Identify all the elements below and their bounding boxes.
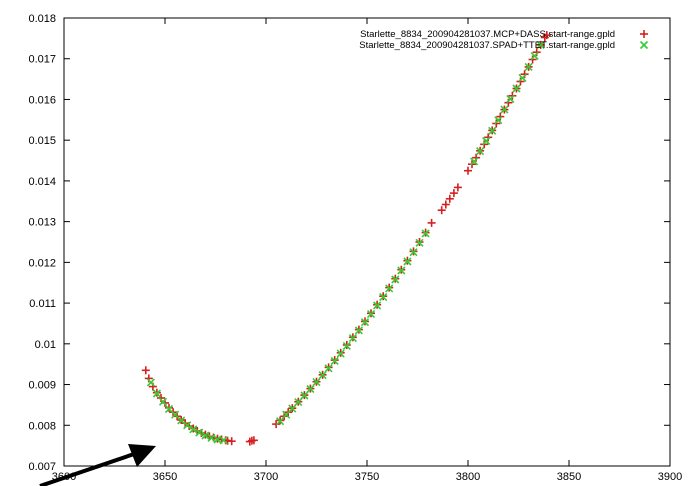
legend-marker-series-2 <box>639 40 649 50</box>
y-tick-label: 0.013 <box>28 217 56 229</box>
x-tick-label: 3750 <box>355 471 379 483</box>
data-point <box>276 417 285 426</box>
data-point <box>518 73 527 82</box>
data-point <box>249 436 258 445</box>
data-point <box>441 200 450 209</box>
y-tick-label: 0.016 <box>28 94 56 106</box>
data-point <box>354 326 363 335</box>
data-point <box>219 436 228 445</box>
y-tick-label: 0.008 <box>28 420 56 432</box>
legend-marker-series-1 <box>640 30 648 38</box>
data-point <box>508 91 517 100</box>
data-point <box>324 364 333 373</box>
data-point <box>542 31 551 40</box>
data-point <box>201 431 210 440</box>
data-point <box>227 437 236 446</box>
legend-label-series-2: Starlette_8834_200904281037.SPAD+TTET.st… <box>359 40 615 51</box>
x-tick-label: 3700 <box>254 471 278 483</box>
y-tick-label: 0.017 <box>28 54 56 66</box>
series-layer <box>141 31 551 446</box>
data-point <box>342 341 351 350</box>
arrow-annotation <box>39 444 156 486</box>
data-point <box>391 275 400 284</box>
data-point <box>282 410 291 419</box>
data-point <box>318 371 327 380</box>
data-point <box>183 421 192 430</box>
x-tick-label: 3850 <box>557 471 581 483</box>
y-tick-label: 0.009 <box>28 380 56 392</box>
data-point <box>171 410 180 419</box>
series-2 <box>146 40 545 445</box>
data-point <box>536 40 545 49</box>
data-point <box>453 183 462 192</box>
data-point <box>476 147 485 156</box>
y-tick-label: 0.007 <box>28 461 56 473</box>
x-tick-label: 3650 <box>153 471 177 483</box>
data-point <box>152 389 161 398</box>
data-point <box>348 334 357 343</box>
data-point <box>530 51 539 60</box>
data-point <box>306 384 315 394</box>
data-point <box>482 136 491 146</box>
data-point <box>403 257 412 266</box>
data-point <box>445 194 454 203</box>
data-point <box>512 84 521 93</box>
data-point <box>189 425 198 434</box>
y-tick-label: 0.015 <box>28 135 56 147</box>
data-point <box>158 397 168 406</box>
x-tick-label: 3900 <box>658 471 682 483</box>
data-point <box>492 119 501 128</box>
data-point <box>385 284 394 293</box>
data-point <box>464 166 472 175</box>
data-point <box>480 140 489 149</box>
data-point <box>494 116 503 125</box>
data-point <box>409 248 418 257</box>
data-point <box>470 157 479 166</box>
y-tick-label: 0.011 <box>29 298 56 310</box>
y-tick-label: 0.012 <box>28 257 56 269</box>
data-point <box>312 378 321 387</box>
data-point <box>165 403 173 412</box>
data-point <box>421 229 430 238</box>
data-point <box>366 310 376 319</box>
data-point <box>427 218 436 227</box>
data-point <box>506 94 515 104</box>
data-point <box>437 206 446 215</box>
data-point <box>528 55 537 64</box>
axis-ticks: 0.007 0.008 0.009 0.01 0.011 0.012 0.013 0.014 0… <box>28 13 682 483</box>
legend-label-series-1: Starlette_8834_200904281037.MCP+DASS.sta… <box>360 29 615 40</box>
data-point <box>360 318 370 327</box>
data-point <box>195 428 204 437</box>
data-point <box>500 105 509 114</box>
data-point <box>164 404 174 414</box>
data-point <box>294 398 303 407</box>
plot-frame <box>63 17 671 467</box>
series-1 <box>141 31 551 446</box>
data-point <box>288 404 297 413</box>
data-point <box>300 391 309 400</box>
data-point <box>397 266 406 275</box>
data-point <box>524 62 533 71</box>
data-point <box>146 378 155 387</box>
legend: Starlette_8834_200904281037.MCP+DASS.sta… <box>359 29 649 51</box>
data-point <box>373 301 382 310</box>
data-point <box>330 356 339 365</box>
y-tick-label: 0.018 <box>28 13 56 25</box>
y-tick-label: 0.01 <box>35 339 56 351</box>
x-tick-label: 3800 <box>456 471 480 483</box>
y-tick-label: 0.014 <box>28 176 56 188</box>
data-point <box>336 349 345 358</box>
data-point <box>415 238 424 247</box>
data-point <box>379 292 388 302</box>
data-point <box>449 189 458 198</box>
data-point <box>207 433 216 442</box>
data-point <box>141 366 150 375</box>
data-point <box>488 126 497 135</box>
